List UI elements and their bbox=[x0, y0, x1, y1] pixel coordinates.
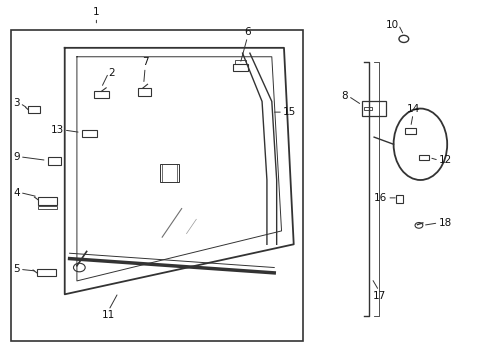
Bar bbox=[233, 64, 248, 71]
Text: 2: 2 bbox=[109, 68, 115, 78]
Text: 14: 14 bbox=[407, 104, 420, 114]
Text: 5: 5 bbox=[13, 264, 20, 274]
Bar bbox=[48, 157, 61, 165]
Bar bbox=[38, 197, 57, 205]
Text: 1: 1 bbox=[93, 8, 99, 18]
Text: 15: 15 bbox=[283, 107, 296, 117]
Text: 7: 7 bbox=[142, 58, 148, 67]
Text: 17: 17 bbox=[372, 291, 386, 301]
Text: 12: 12 bbox=[439, 156, 452, 165]
Bar bbox=[160, 164, 179, 182]
Bar bbox=[94, 91, 109, 98]
Text: 11: 11 bbox=[102, 310, 115, 320]
Bar bbox=[405, 128, 416, 134]
Bar bbox=[11, 30, 303, 341]
Bar bbox=[365, 107, 372, 111]
Text: 8: 8 bbox=[342, 91, 348, 101]
Text: 16: 16 bbox=[374, 193, 387, 203]
Text: 4: 4 bbox=[13, 188, 20, 198]
Bar bbox=[138, 88, 151, 96]
Text: 6: 6 bbox=[244, 27, 251, 37]
Bar bbox=[419, 155, 429, 160]
Text: 18: 18 bbox=[439, 218, 452, 228]
Bar bbox=[82, 130, 98, 137]
Bar bbox=[28, 107, 40, 113]
Text: 13: 13 bbox=[50, 125, 64, 135]
Bar bbox=[396, 195, 403, 203]
Bar bbox=[37, 269, 56, 276]
Bar bbox=[38, 206, 57, 209]
Text: 3: 3 bbox=[13, 98, 20, 108]
Bar bbox=[362, 102, 386, 116]
Text: 9: 9 bbox=[13, 152, 20, 162]
Text: 10: 10 bbox=[385, 19, 398, 30]
Bar bbox=[235, 60, 246, 64]
